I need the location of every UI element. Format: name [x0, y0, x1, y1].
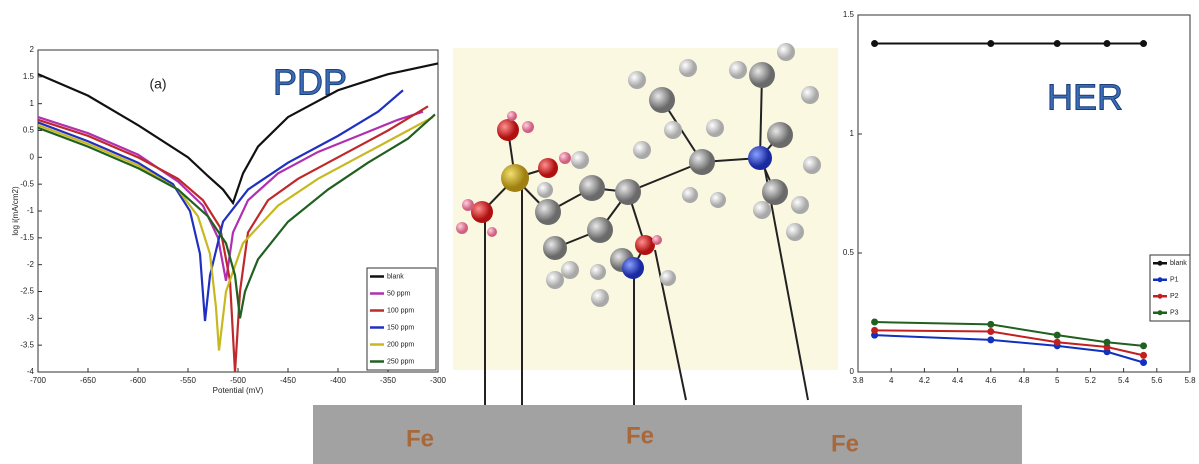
data-point — [1103, 338, 1111, 346]
x-tick-label: 4 — [889, 376, 894, 385]
data-point — [871, 326, 879, 334]
fe-label: Fe — [831, 430, 859, 457]
y-tick-label: 0.5 — [843, 248, 855, 257]
y-tick-label: 2 — [30, 45, 35, 54]
data-point — [871, 40, 879, 48]
molecule-background — [453, 48, 838, 370]
y-tick-label: 1.5 — [23, 72, 35, 81]
series-line — [37, 105, 429, 373]
y-tick-label: -1.5 — [20, 233, 34, 242]
x-tick-label: 4.4 — [952, 376, 964, 385]
data-point — [1140, 358, 1148, 366]
data-point — [987, 336, 995, 344]
data-point — [871, 318, 879, 326]
data-point — [1140, 342, 1148, 350]
legend-label: P2 — [1170, 293, 1179, 300]
data-point — [1103, 40, 1111, 48]
x-tick-label: -300 — [430, 376, 447, 385]
y-tick-label: -3 — [27, 313, 35, 322]
x-tick-label: 4.2 — [919, 376, 931, 385]
legend-marker — [1157, 277, 1163, 283]
y-tick-label: 0 — [30, 152, 35, 161]
y-tick-label: -3.5 — [20, 340, 34, 349]
x-axis-label: Potential (mV) — [213, 386, 264, 395]
anchor-lines — [484, 169, 809, 406]
y-tick-label: -4 — [27, 367, 35, 376]
fe-surface — [313, 405, 1022, 464]
legend-marker — [1157, 293, 1163, 299]
data-point — [1053, 40, 1061, 48]
x-tick-label: 3.8 — [852, 376, 864, 385]
fe-label: Fe — [406, 425, 434, 452]
y-tick-label: 0 — [850, 367, 855, 376]
data-point — [1053, 338, 1061, 346]
x-tick-label: -650 — [80, 376, 97, 385]
legend-label: 150 ppm — [387, 324, 414, 331]
annotation: (a) — [149, 76, 166, 92]
y-tick-label: -2 — [27, 260, 35, 269]
y-tick-label: 1 — [30, 99, 35, 108]
data-point — [987, 320, 995, 328]
y-tick-label: 1 — [850, 129, 855, 138]
legend-marker — [1157, 260, 1163, 266]
legend-label: 200 ppm — [387, 341, 414, 348]
legend-label: P1 — [1170, 277, 1179, 284]
y-tick-label: 0.5 — [23, 126, 35, 135]
legend-label: blank — [1170, 260, 1187, 267]
data-point — [1140, 40, 1148, 48]
legend-label: 250 ppm — [387, 358, 414, 365]
y-axis-label: log i(mA/cm2) — [11, 186, 20, 236]
x-tick-label: 5 — [1055, 376, 1060, 385]
y-tick-label: -1 — [27, 206, 35, 215]
x-tick-label: -450 — [280, 376, 297, 385]
legend-box — [366, 267, 437, 371]
series-line — [37, 116, 434, 351]
plot-frame — [857, 14, 1191, 373]
legend-label: blank — [387, 273, 404, 280]
y-tick-label: -2.5 — [20, 287, 34, 296]
series-line — [37, 113, 436, 319]
x-tick-label: -500 — [230, 376, 247, 385]
chart-title: HER — [1047, 77, 1123, 118]
x-tick-label: -400 — [330, 376, 347, 385]
series-line — [37, 89, 404, 322]
fe-label: Fe — [626, 422, 654, 449]
y-tick-label: 1.5 — [843, 10, 855, 19]
y-tick-label: -0.5 — [20, 179, 34, 188]
data-point — [1053, 331, 1061, 339]
data-point — [987, 328, 995, 336]
x-tick-label: -550 — [180, 376, 197, 385]
series-line — [874, 334, 1144, 364]
legend-label: 100 ppm — [387, 307, 414, 314]
x-tick-label: 5.6 — [1151, 376, 1163, 385]
x-tick-label: 5.8 — [1184, 376, 1196, 385]
legend-box — [1149, 254, 1191, 322]
legend-marker — [1157, 310, 1163, 316]
data-point — [1140, 351, 1148, 359]
legend-label: P3 — [1170, 310, 1179, 317]
chart-title: PDP — [273, 62, 347, 103]
series-line — [37, 62, 439, 206]
x-tick-label: 5.2 — [1085, 376, 1097, 385]
x-tick-label: 4.6 — [985, 376, 997, 385]
x-tick-label: -700 — [30, 376, 47, 385]
molecule-atoms — [456, 43, 821, 307]
legend-label: 50 ppm — [387, 290, 411, 297]
x-tick-label: 4.8 — [1018, 376, 1030, 385]
data-point — [987, 40, 995, 48]
x-tick-label: 5.4 — [1118, 376, 1130, 385]
x-tick-label: -600 — [130, 376, 147, 385]
x-tick-label: -350 — [380, 376, 397, 385]
